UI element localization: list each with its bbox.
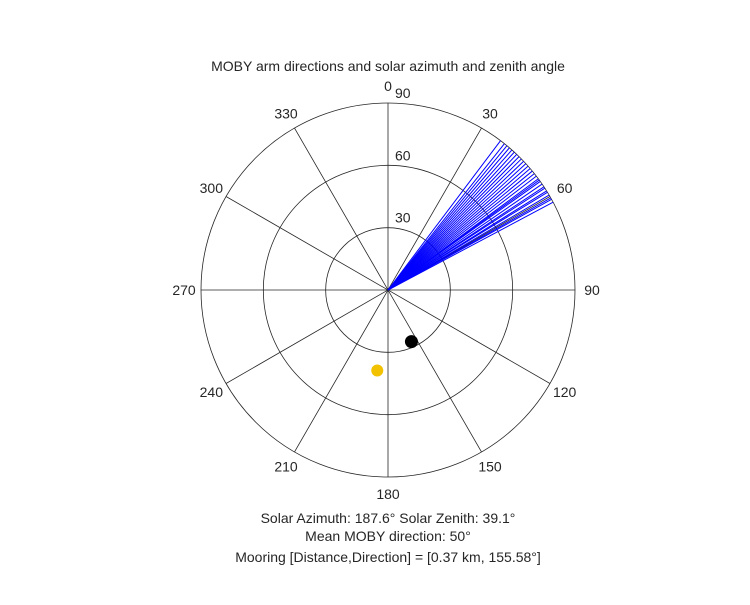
angle-tick-label: 210 — [274, 459, 298, 475]
angle-tick-label: 180 — [376, 486, 400, 502]
angle-tick-label: 30 — [482, 105, 498, 121]
mooring-annotation: Mooring [Distance,Direction] = [0.37 km,… — [235, 549, 541, 565]
moby-arm-line — [387, 183, 543, 291]
solar-info-annotation: Solar Azimuth: 187.6° Solar Zenith: 39.1… — [261, 510, 516, 526]
data-series — [371, 140, 554, 377]
moby-arm-line — [387, 151, 515, 291]
moby-arm-line — [387, 143, 505, 291]
moby-arm-line — [387, 173, 535, 291]
moby-direction-annotation: Mean MOBY direction: 50° — [305, 528, 471, 544]
moby-arm-line — [387, 165, 529, 291]
mooring-point — [404, 335, 418, 349]
moby-arm-line — [387, 154, 518, 291]
angle-tick-label: 0 — [384, 78, 392, 94]
moby-arm-line — [387, 170, 533, 291]
angle-tick-label: 120 — [553, 384, 577, 400]
moby-arm-line — [387, 181, 541, 291]
moby-arm-line — [387, 168, 531, 291]
moby-arm-line — [387, 194, 550, 291]
angle-tick-label: 270 — [172, 282, 196, 298]
moby-arm-line — [387, 145, 508, 291]
moby-arm-line — [387, 160, 524, 291]
moby-arm-line — [387, 175, 537, 291]
angle-tick-label: 90 — [584, 282, 600, 298]
moby-arm-line — [387, 201, 554, 291]
moby-arm-line — [387, 191, 548, 291]
angle-tick-label: 300 — [200, 180, 224, 196]
angle-tick-label: 60 — [557, 180, 573, 196]
annotations: Solar Azimuth: 187.6° Solar Zenith: 39.1… — [235, 510, 541, 565]
moby-arm-line — [387, 163, 527, 291]
moby-arm-line — [387, 158, 522, 291]
angle-tick-label: 240 — [200, 384, 224, 400]
moby-arm-line — [387, 198, 552, 291]
moby-arm-line — [387, 140, 501, 291]
sun-point — [371, 364, 384, 377]
angle-tick-label: 330 — [274, 105, 298, 121]
moby-arm-line — [387, 149, 513, 291]
moby-arm-line — [387, 147, 510, 291]
radial-tick-label: 30 — [395, 210, 411, 226]
chart-title: MOBY arm directions and solar azimuth an… — [211, 58, 565, 74]
radial-tick-label: 90 — [395, 85, 411, 101]
angle-tick-label: 150 — [478, 459, 502, 475]
moby-arm-line — [387, 187, 546, 291]
radial-tick-label: 60 — [395, 147, 411, 163]
tick-labels: 0 30 60 90 120 150 180 210 240 270 300 330 30 60 90 — [172, 78, 600, 502]
moby-arm-line — [387, 156, 520, 291]
